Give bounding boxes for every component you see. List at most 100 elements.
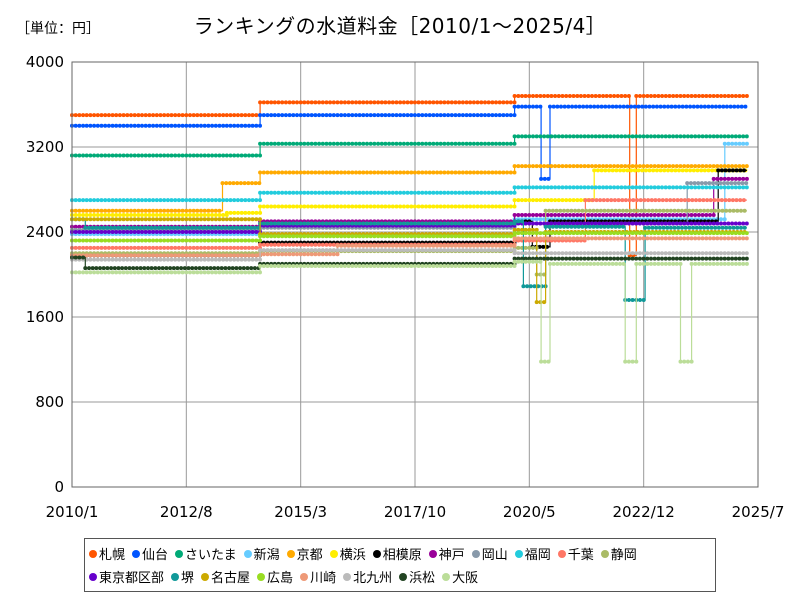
legend-item: 大阪 (442, 567, 478, 586)
data-point (704, 164, 709, 169)
data-point (708, 261, 712, 266)
data-point (368, 170, 373, 175)
data-point (188, 257, 192, 262)
data-point (120, 266, 125, 271)
data-point (140, 153, 144, 158)
data-point (471, 190, 476, 195)
y-tick-label: 4000 (26, 53, 64, 71)
data-point (634, 256, 639, 261)
data-point (542, 231, 547, 236)
data-point (716, 225, 721, 230)
data-point (212, 266, 217, 271)
data-point (158, 213, 163, 217)
data-point (582, 251, 587, 256)
data-point (689, 236, 694, 241)
data-point (365, 234, 369, 239)
data-point (545, 256, 550, 261)
data-point (162, 257, 167, 262)
data-point (615, 213, 620, 217)
data-point (719, 94, 724, 98)
data-point (173, 213, 178, 217)
data-point (302, 113, 307, 118)
data-point (346, 141, 351, 146)
data-point (534, 198, 539, 203)
data-point (471, 100, 476, 105)
data-point (449, 234, 454, 239)
data-point (575, 164, 580, 169)
data-point (680, 225, 684, 230)
data-point (129, 230, 133, 234)
data-point (619, 221, 624, 226)
data-point (199, 153, 203, 158)
data-point (527, 185, 532, 190)
data-point (250, 257, 255, 262)
series-line (72, 135, 747, 157)
data-point (603, 104, 608, 109)
data-point (335, 190, 340, 195)
data-point (675, 198, 680, 203)
data-point (733, 251, 738, 256)
data-point (383, 190, 388, 195)
data-point (741, 261, 746, 266)
data-point (283, 248, 288, 253)
data-point (283, 204, 288, 209)
data-point (449, 141, 454, 146)
data-point (667, 213, 672, 217)
data-point (394, 243, 399, 248)
data-point (412, 141, 417, 146)
data-point (543, 224, 548, 229)
data-point (737, 256, 742, 261)
data-point (446, 170, 451, 175)
data-point (497, 100, 502, 105)
data-point (105, 225, 110, 230)
data-point (339, 113, 344, 118)
data-point (623, 256, 628, 261)
data-point (604, 94, 609, 98)
data-point (165, 208, 170, 213)
data-point (184, 245, 189, 250)
data-point (95, 113, 100, 118)
data-point (438, 113, 443, 118)
data-point (590, 236, 594, 241)
data-point (243, 198, 248, 203)
data-point (720, 225, 725, 230)
data-point (453, 170, 458, 175)
data-point (593, 185, 598, 190)
data-point (567, 134, 572, 139)
data-point (588, 261, 593, 266)
data-point (227, 266, 232, 271)
data-point (188, 230, 192, 234)
data-point (479, 190, 484, 195)
data-point (512, 236, 517, 241)
data-point (531, 245, 535, 250)
data-point (656, 256, 661, 261)
data-point (629, 168, 634, 173)
data-point (556, 213, 561, 217)
data-point (672, 225, 677, 230)
data-point (88, 238, 93, 243)
data-point (92, 245, 97, 250)
data-point (276, 234, 281, 239)
data-point (250, 270, 255, 275)
data-point (731, 208, 736, 213)
data-point (110, 245, 115, 250)
data-point (331, 252, 336, 257)
data-point (595, 224, 600, 229)
data-point (523, 134, 528, 139)
data-point (711, 251, 716, 256)
data-point (412, 204, 417, 209)
data-point (121, 198, 126, 203)
data-point (210, 238, 215, 243)
data-point (416, 100, 421, 105)
data-point (697, 261, 701, 266)
data-point (560, 94, 565, 98)
data-point (527, 213, 532, 217)
data-point (699, 181, 704, 186)
data-point (722, 261, 727, 266)
data-point (531, 259, 535, 264)
legend-item: 福岡 (514, 544, 551, 563)
data-point (617, 208, 622, 213)
data-point (711, 213, 716, 217)
data-point (453, 243, 458, 248)
data-point (608, 94, 613, 98)
